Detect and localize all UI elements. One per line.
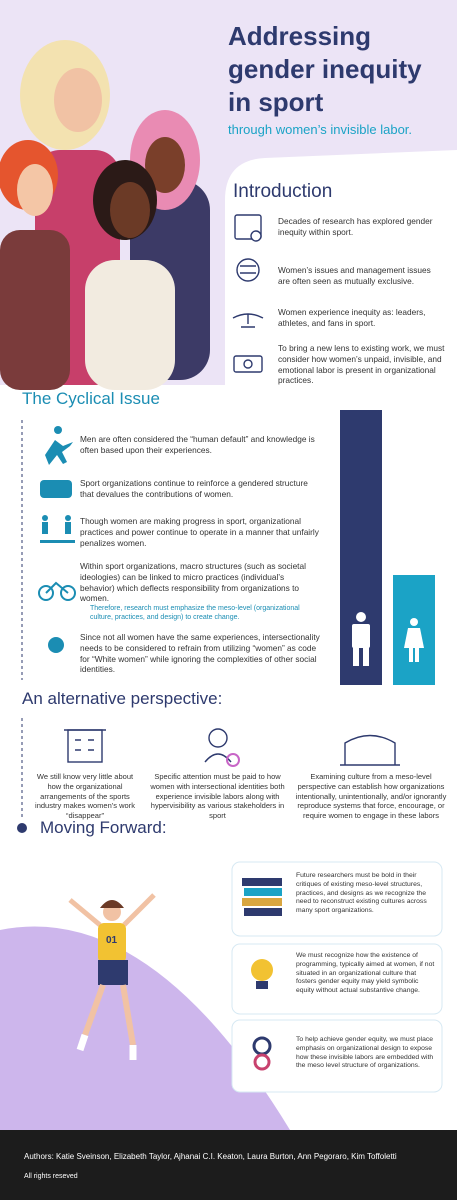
intro-text: Decades of research has explored gender … [278,216,433,237]
authors: Authors: Katie Sveinson, Elizabeth Taylo… [24,1152,397,1161]
section-heading: Moving Forward: [40,818,167,837]
forward-text: Future researchers must be bold in their… [296,872,427,915]
perspective-text: Examining culture from a meso-level pers… [295,772,447,820]
section-heading: An alternative perspective: [22,689,223,708]
title: Addressing gender inequity in sport [228,21,422,117]
runner-bib: 01 [106,935,118,946]
issue-text: Sport organizations continue to reinforc… [80,478,308,499]
issue-text: Men are often considered the “human defa… [80,434,315,455]
subtitle: through women’s invisible labor. [228,122,413,137]
intro-text: Women’s issues and management issues are… [278,265,431,286]
section-heading: The Cyclical Issue [22,389,160,408]
rights: All rights reseved [24,1173,78,1180]
forward-text: We must recognize how the existence of p… [296,952,435,995]
section-heading: Introduction [233,181,333,202]
forward-text: To help achieve gender equity, we must p… [296,1036,434,1070]
intro-text: To bring a new lens to existing work, we… [278,343,445,386]
issue-text: Within sport organizations, macro struct… [80,561,306,604]
intro-text: Women experience inequity as: leaders, a… [278,307,426,328]
issue-text: Though women are making progress in spor… [80,516,319,548]
perspective-text: Specific attention must be paid to how w… [150,772,285,820]
perspective-text: We still know very little about how the … [35,772,135,820]
issue-note: Therefore, research must emphasize the m… [90,605,300,622]
issue-text: Since not all women have the same experi… [80,632,320,675]
